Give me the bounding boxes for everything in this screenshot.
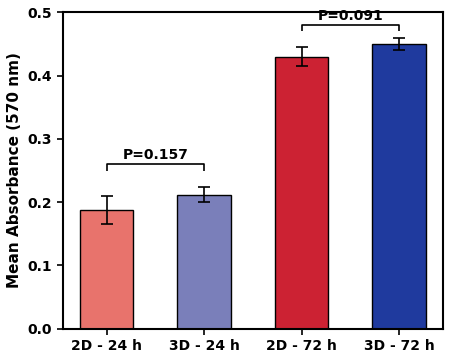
Bar [80, 210, 134, 329]
Y-axis label: Mean Absorbance (570 nm): Mean Absorbance (570 nm) [7, 53, 22, 288]
Text: P=0.157: P=0.157 [122, 148, 188, 162]
Text: P=0.091: P=0.091 [317, 9, 383, 23]
Bar [177, 194, 231, 329]
Bar [372, 44, 426, 329]
Bar [274, 57, 328, 329]
